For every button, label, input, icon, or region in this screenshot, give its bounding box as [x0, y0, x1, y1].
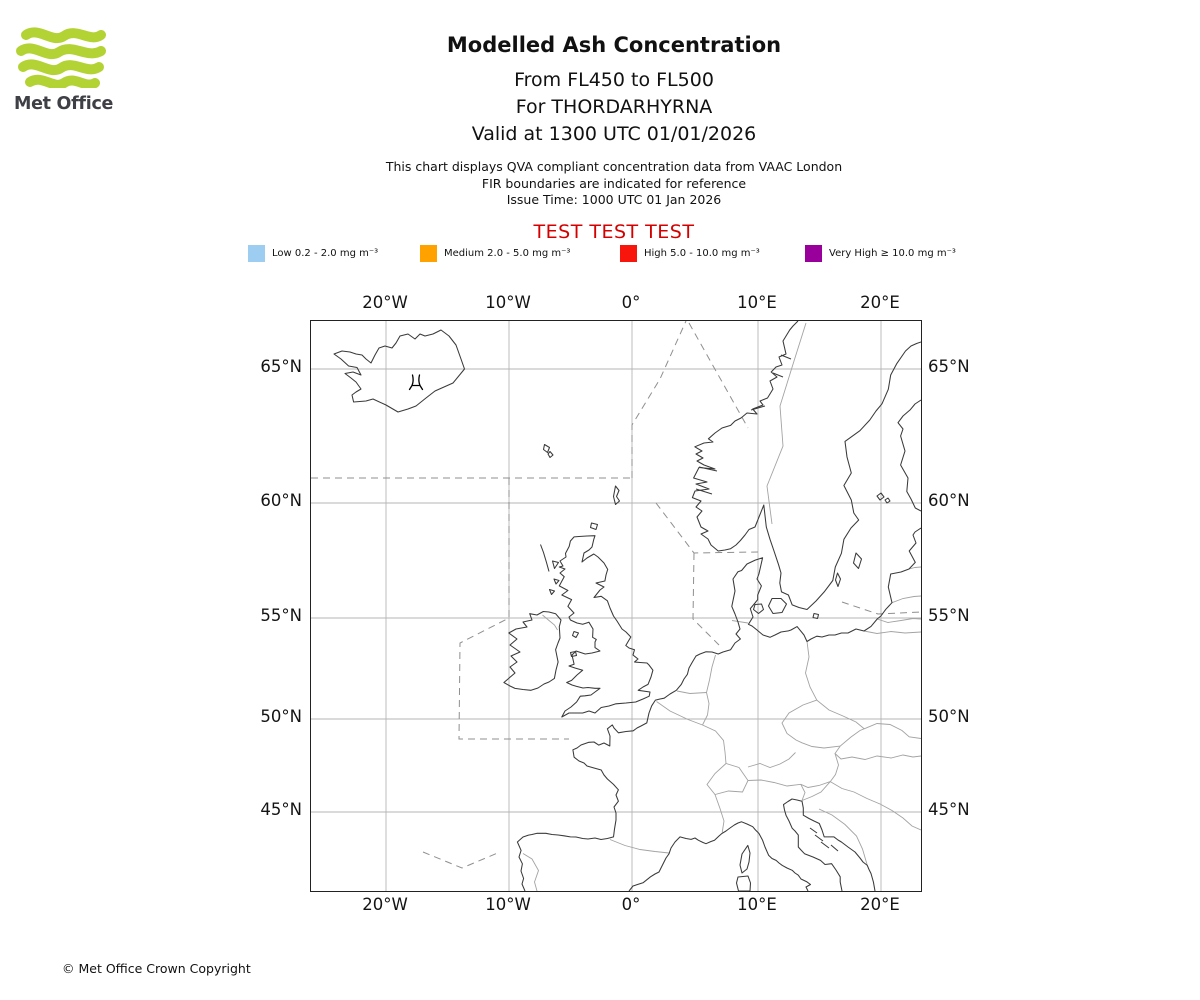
legend-item-low: Low 0.2 - 2.0 mg m⁻³ — [248, 244, 378, 262]
lon-label-top-0: 0° — [621, 293, 641, 312]
lon-label-top-10w: 10°W — [485, 293, 531, 312]
lat-label-left-60n: 60°N — [260, 491, 302, 510]
aland-islands — [876, 492, 891, 504]
adriatic-coast — [782, 798, 876, 891]
skye — [551, 560, 560, 570]
map-svg — [311, 321, 921, 891]
legend-item-very-high: Very High ≥ 10.0 mg m⁻³ — [805, 244, 956, 262]
lat-label-right-50n: 50°N — [928, 707, 970, 726]
lon-label-bottom-0: 0° — [621, 895, 641, 914]
lon-label-top-10e: 10°E — [737, 293, 777, 312]
ireland-coast — [503, 610, 562, 691]
page-title: Modelled Ash Concentration — [446, 33, 782, 57]
faroe-islands — [542, 443, 554, 459]
lon-label-bottom-20w: 20°W — [362, 895, 408, 914]
corsica — [739, 844, 751, 874]
coastlines — [333, 321, 921, 891]
lon-label-bottom-10w: 10°W — [485, 895, 531, 914]
lon-label-top-20w: 20°W — [362, 293, 408, 312]
met-office-logo: Met Office — [14, 24, 134, 114]
inner-hebrides — [548, 578, 560, 596]
legend-swatch-low — [248, 244, 265, 262]
shetland — [612, 485, 621, 506]
orkney — [589, 522, 599, 531]
legend-label-medium: Medium 2.0 - 5.0 mg m⁻³ — [444, 247, 571, 259]
legend-label-low: Low 0.2 - 2.0 mg m⁻³ — [272, 247, 379, 259]
lat-label-right-60n: 60°N — [928, 491, 970, 510]
legend-label-very-high: Very High ≥ 10.0 mg m⁻³ — [829, 247, 956, 259]
bornholm — [812, 612, 820, 620]
subtitle-valid-time: Valid at 1300 UTC 01/01/2026 — [471, 123, 757, 145]
lat-label-right-55n: 55°N — [928, 606, 970, 625]
lat-label-right-45n: 45°N — [928, 800, 970, 819]
continental-europe-coast — [516, 527, 921, 891]
legend-swatch-very-high — [805, 244, 822, 262]
note-issue-time: Issue Time: 1000 UTC 01 Jan 2026 — [506, 192, 722, 207]
funen — [752, 603, 765, 615]
isle-of-man — [571, 630, 580, 639]
legend-item-high: High 5.0 - 10.0 mg m⁻³ — [620, 244, 760, 262]
lon-label-top-20e: 20°E — [860, 293, 900, 312]
subtitle-flight-levels: From FL450 to FL500 — [514, 69, 714, 91]
footer-copyright: © Met Office Crown Copyright — [62, 961, 251, 976]
legend-swatch-medium — [420, 244, 437, 262]
note-fir: FIR boundaries are indicated for referen… — [481, 175, 747, 191]
mediterranean-coast — [628, 821, 812, 891]
norwegian-fjords — [695, 354, 792, 495]
great-britain-coast — [558, 535, 654, 718]
finland-coast — [897, 399, 921, 512]
title-block: Modelled Ash Concentration From FL450 to… — [14, 33, 1200, 243]
legend-swatch-high — [620, 244, 637, 262]
oland — [834, 572, 842, 588]
test-banner: TEST TEST TEST — [533, 220, 695, 243]
legend-label-high: High 5.0 - 10.0 mg m⁻³ — [644, 247, 760, 259]
zealand — [767, 597, 788, 615]
legend-item-medium: Medium 2.0 - 5.0 mg m⁻³ — [420, 244, 570, 262]
gotland — [852, 552, 863, 570]
notes-block: This chart displays QVA compliant concen… — [14, 159, 1200, 209]
graticule-grid — [311, 321, 921, 891]
map-frame — [310, 320, 922, 892]
iceland-coast — [333, 329, 466, 413]
note-qva: This chart displays QVA compliant concen… — [385, 159, 843, 174]
subtitle-volcano: For THORDARHYRNA — [515, 96, 713, 118]
lat-label-left-55n: 55°N — [260, 606, 302, 625]
lat-label-left-45n: 45°N — [260, 800, 302, 819]
lat-label-left-50n: 50°N — [260, 707, 302, 726]
anglesey — [569, 650, 578, 658]
lat-label-right-65n: 65°N — [928, 357, 970, 376]
logo-waves-icon — [16, 27, 106, 90]
outer-hebrides — [540, 544, 550, 572]
volcano-marker — [408, 374, 424, 391]
fir-boundaries — [311, 321, 921, 869]
logo-wordmark: Met Office — [14, 94, 114, 114]
lat-label-left-65n: 65°N — [260, 357, 302, 376]
scandinavia-coast — [691, 321, 921, 611]
lon-label-bottom-20e: 20°E — [860, 895, 900, 914]
sardinia-partial — [735, 875, 752, 891]
croatian-islands — [809, 827, 839, 852]
lon-label-bottom-10e: 10°E — [737, 895, 777, 914]
country-borders — [522, 322, 921, 891]
